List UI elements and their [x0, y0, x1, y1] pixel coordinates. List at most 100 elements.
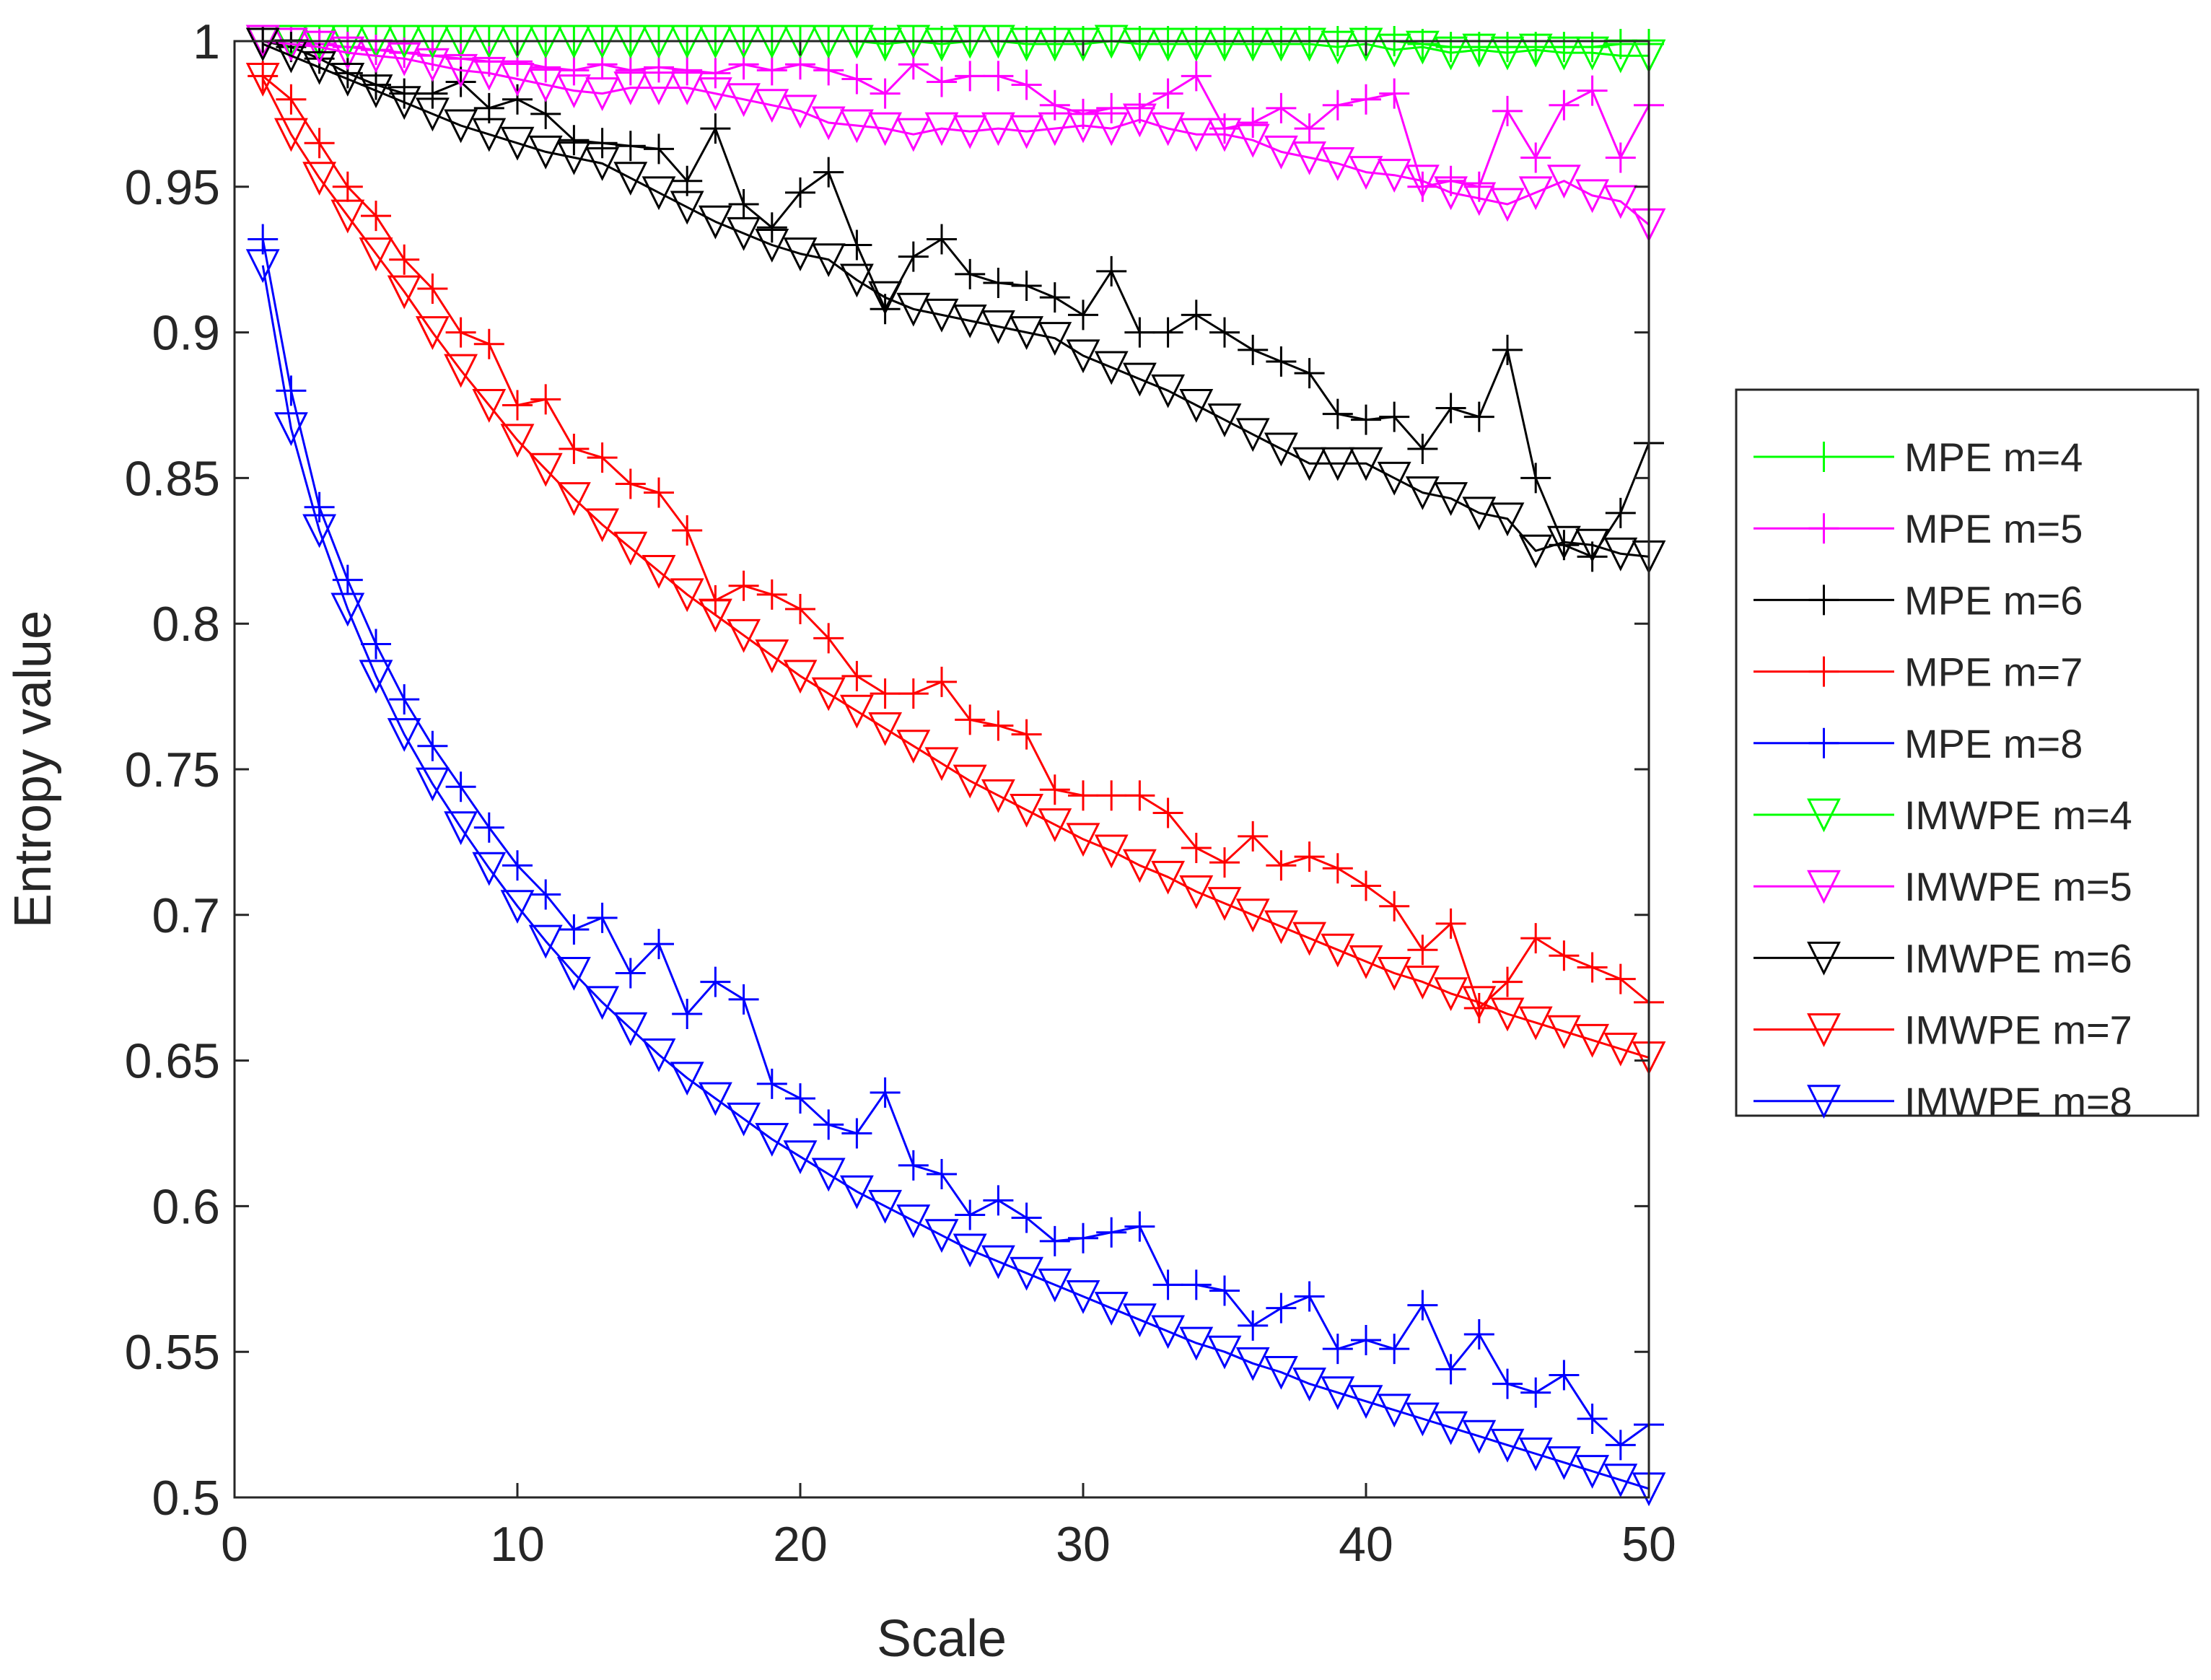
legend-swatch-marker	[1807, 798, 1841, 833]
data-point	[472, 56, 507, 91]
x-axis-title: Scale	[877, 1610, 1007, 1668]
data-point	[924, 1219, 959, 1254]
data-point	[896, 292, 931, 327]
data-point	[700, 58, 731, 89]
data-point	[389, 78, 420, 109]
data-point	[1264, 135, 1298, 170]
legend-swatch-marker	[1807, 1085, 1841, 1119]
data-point	[783, 95, 818, 129]
legend-swatch-marker	[1808, 513, 1839, 544]
data-point	[1322, 89, 1353, 121]
data-point	[1546, 525, 1581, 560]
data-point	[1575, 1023, 1610, 1058]
data-point	[1463, 171, 1494, 202]
data-point	[981, 779, 1015, 813]
data-point	[955, 704, 986, 735]
data-point	[1492, 334, 1523, 365]
data-point	[1577, 952, 1608, 983]
data-point	[1094, 351, 1129, 385]
series-layer	[245, 25, 1666, 1507]
data-point	[1463, 1318, 1494, 1349]
data-point	[304, 128, 335, 159]
series-line-mpe-m-8	[261, 239, 1650, 1446]
data-point	[615, 468, 646, 499]
data-point	[1207, 1335, 1242, 1370]
data-point	[1151, 860, 1186, 895]
data-point	[1292, 1368, 1327, 1401]
data-point	[785, 177, 815, 208]
data-point	[672, 55, 703, 86]
data-point	[330, 36, 365, 71]
data-point	[670, 71, 704, 105]
data-point	[1151, 27, 1186, 62]
data-point	[841, 1118, 872, 1149]
data-point	[530, 98, 561, 129]
y-tick-label: 0.85	[125, 451, 220, 506]
y-tick-label: 0.65	[125, 1034, 220, 1089]
data-point	[359, 660, 393, 694]
x-tick-label: 40	[1339, 1517, 1393, 1572]
data-point	[698, 77, 732, 112]
data-point	[644, 929, 674, 960]
data-point	[1096, 1217, 1127, 1248]
data-point	[361, 201, 391, 232]
data-point	[1605, 142, 1636, 173]
data-point	[1322, 853, 1353, 884]
legend-box	[1735, 388, 2199, 1117]
data-point	[1407, 935, 1438, 966]
data-point	[672, 515, 703, 546]
x-tick-label: 0	[221, 1517, 248, 1572]
data-point	[642, 71, 676, 105]
legend-label: IMWPE m=6	[1904, 935, 2132, 981]
data-point	[1546, 1015, 1581, 1049]
data-point	[1407, 434, 1438, 465]
data-point	[811, 1158, 846, 1192]
y-tick-label: 1	[193, 14, 220, 69]
data-point	[698, 598, 732, 633]
series-mpe-m-7	[248, 61, 1664, 1023]
legend-entry-imwpe-m-8: IMWPE m=8	[1754, 1079, 2132, 1124]
data-point	[444, 53, 478, 88]
data-point	[1492, 95, 1523, 126]
legend-label: IMWPE m=4	[1904, 792, 2132, 838]
data-point	[870, 78, 901, 109]
data-point	[1068, 780, 1098, 811]
data-point	[1235, 898, 1270, 933]
data-point	[728, 984, 759, 1015]
data-point	[559, 55, 590, 86]
data-point	[1039, 774, 1070, 805]
data-point	[672, 999, 703, 1030]
data-point	[1577, 75, 1608, 106]
data-point	[1575, 179, 1610, 214]
data-point	[615, 131, 646, 162]
data-point	[1603, 1032, 1638, 1067]
legend-swatch-marker	[1807, 1013, 1841, 1047]
data-point	[1292, 141, 1327, 175]
data-point	[1011, 69, 1042, 100]
data-point	[361, 629, 391, 660]
data-point	[642, 555, 676, 589]
data-point	[1292, 27, 1327, 62]
data-point	[276, 84, 307, 115]
data-point	[1434, 176, 1468, 211]
x-tick-label: 50	[1621, 1517, 1676, 1572]
data-point	[1377, 33, 1411, 68]
legend-entry-mpe-m-7: MPE m=7	[1754, 649, 2083, 695]
data-point	[1011, 719, 1042, 750]
data-point	[273, 27, 308, 62]
data-point	[500, 62, 535, 97]
data-point	[1377, 159, 1411, 193]
series-imwpe-m-6	[245, 27, 1666, 574]
data-point	[1349, 27, 1383, 62]
legend-label: MPE m=4	[1904, 434, 2083, 480]
data-point	[1294, 113, 1325, 144]
data-point	[953, 304, 987, 338]
data-point	[755, 639, 789, 673]
data-point	[783, 1140, 818, 1175]
data-point	[783, 660, 818, 694]
data-point	[615, 55, 646, 86]
series-imwpe-m-7	[245, 62, 1666, 1075]
data-point	[981, 1245, 1015, 1279]
data-point	[924, 112, 959, 146]
data-point	[332, 171, 363, 202]
